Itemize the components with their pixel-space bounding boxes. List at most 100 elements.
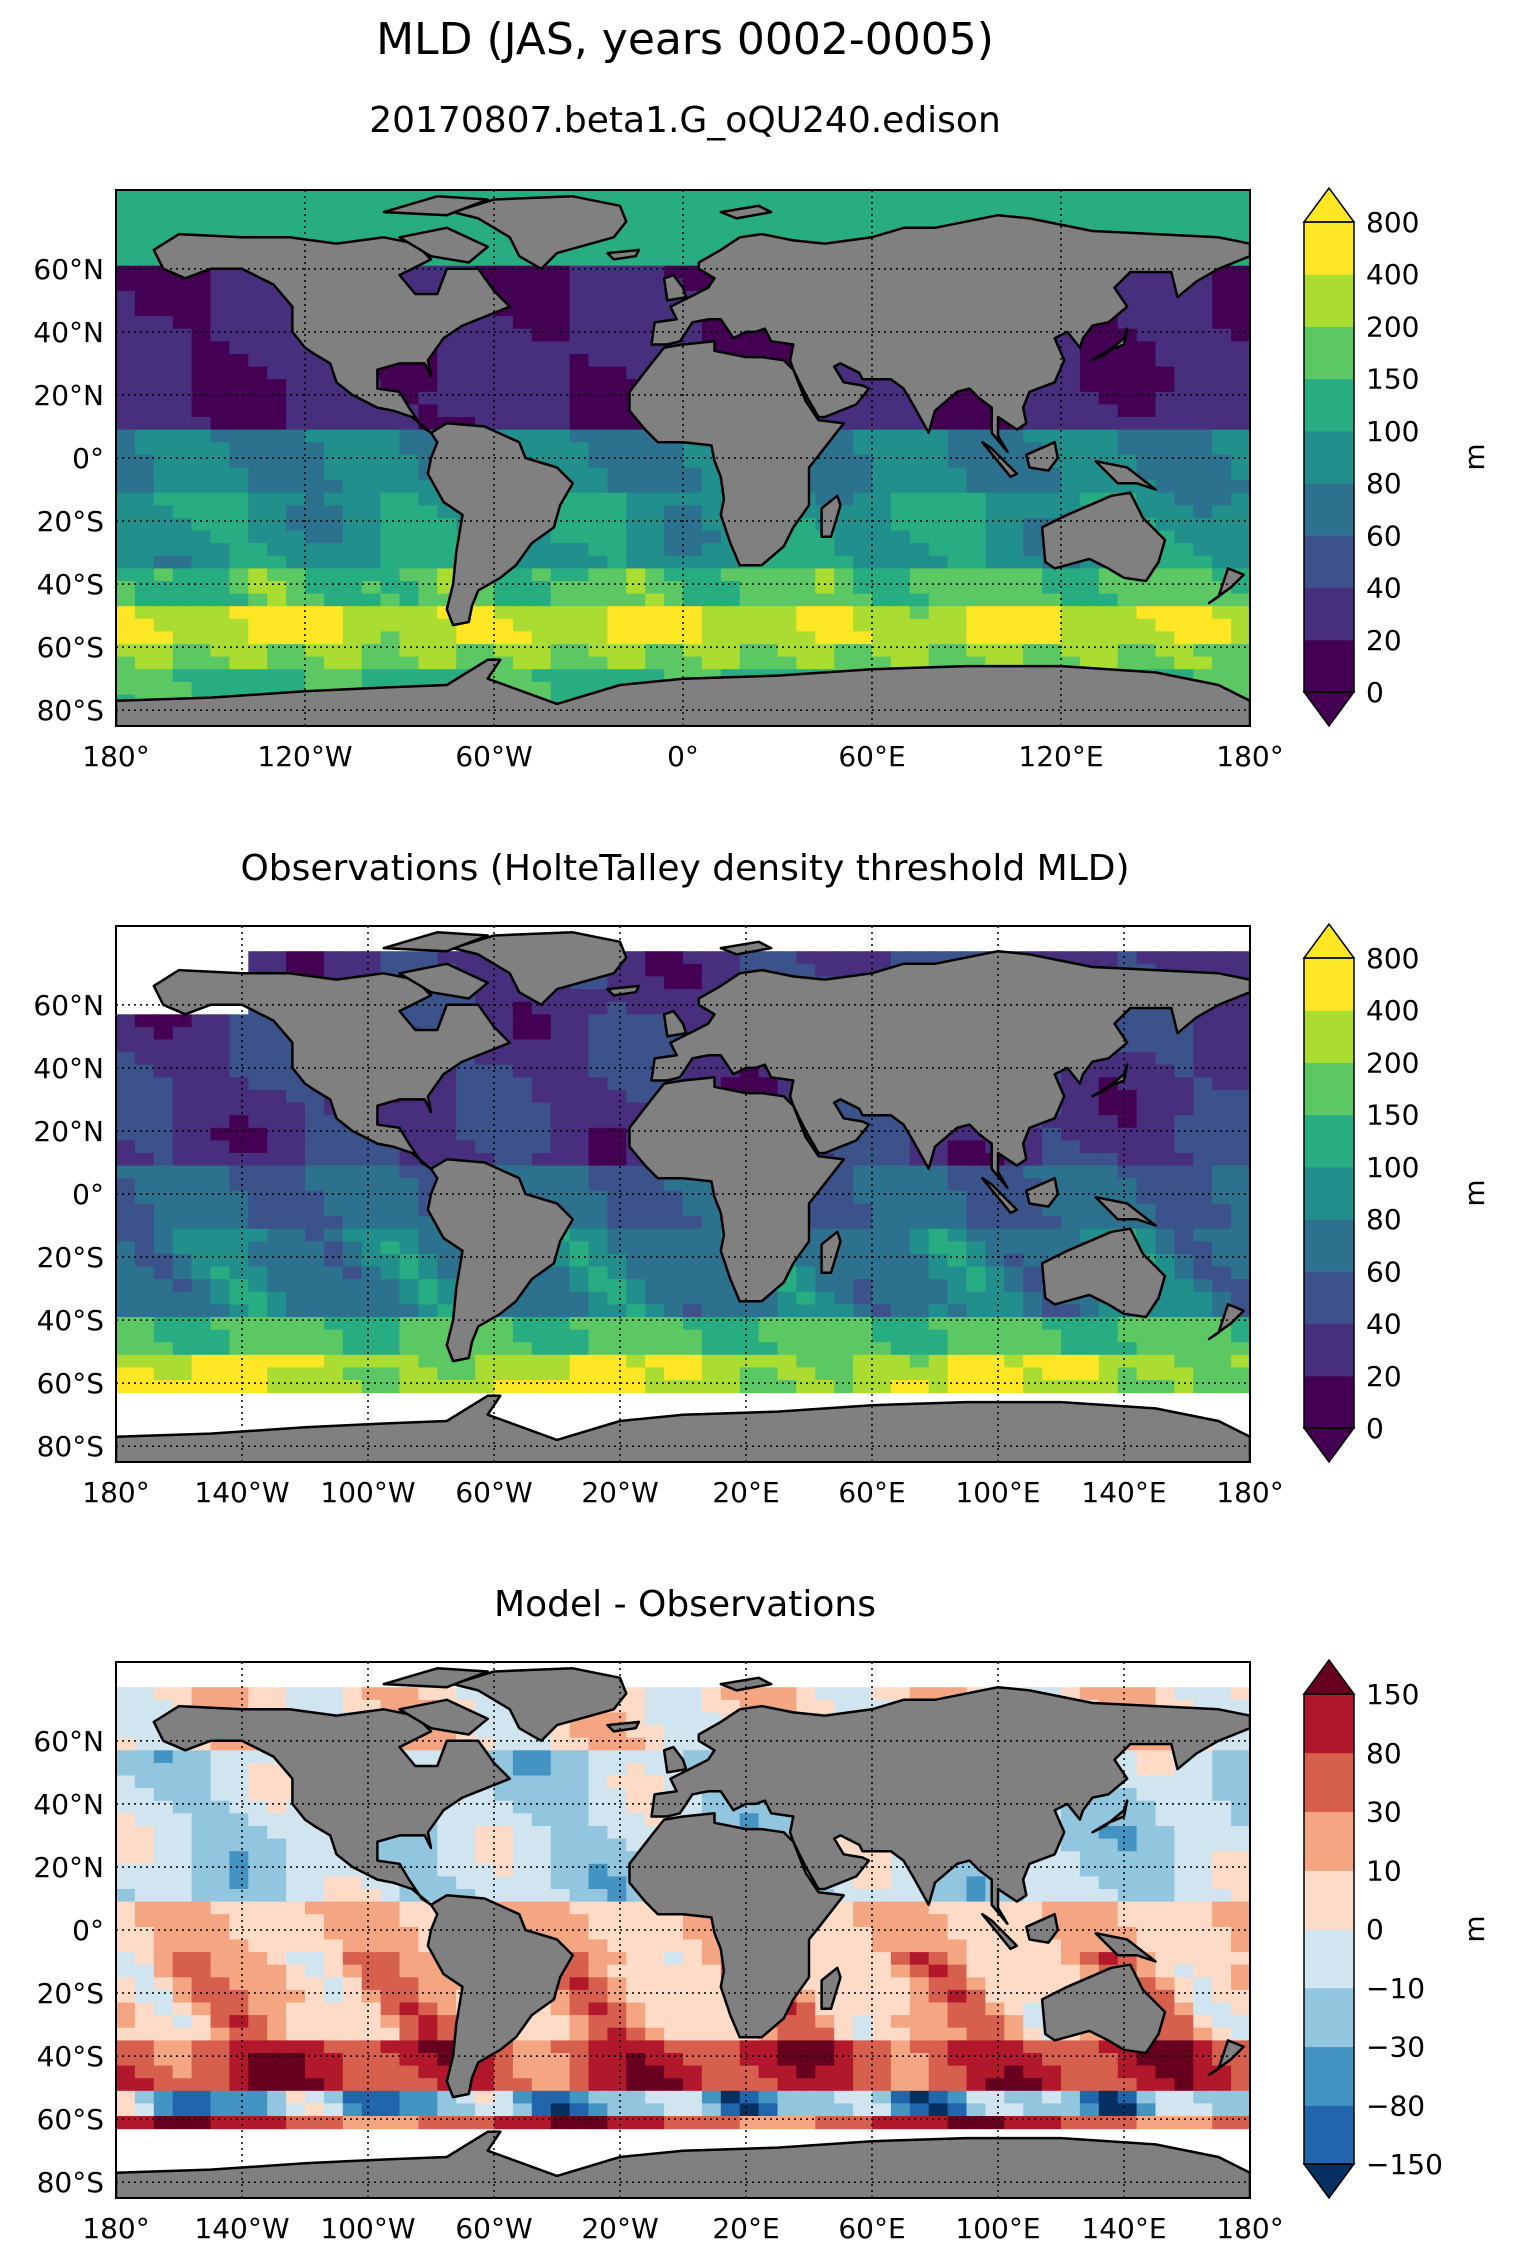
data-cell [153,1329,174,1343]
data-cell [966,454,986,468]
data-cell [1193,644,1213,658]
data-cell [701,555,722,569]
data-cell [550,530,571,544]
data-cell [1174,1203,1194,1217]
data-cell [626,1367,646,1381]
data-cell [494,618,514,632]
data-cell [210,1077,230,1091]
data-cell [928,442,949,456]
data-cell [116,1014,136,1028]
data-cell [626,454,646,468]
data-cell [1193,1266,1213,1280]
data-cell [116,240,136,254]
data-cell [361,1279,382,1293]
data-cell [229,467,249,481]
data-cell [153,1052,174,1066]
data-cell [909,593,930,607]
data-cell [305,1165,325,1179]
data-cell [1098,631,1119,645]
data-cell [512,341,533,355]
data-cell [191,1090,212,1104]
uk-landmass [662,273,688,302]
data-cell [701,656,722,670]
map-panel-observations: 180° 140°W 100°W 60°W 20°W 20°E 60°E 100°E 140°E… [33,922,1491,1509]
data-cell [607,303,627,317]
data-cell [1174,1342,1194,1356]
data-cell [664,253,684,267]
data-cell [361,1165,382,1179]
data-cell [267,1241,287,1255]
data-cell [872,618,892,632]
data-cell [928,1342,949,1356]
data-cell [853,1354,873,1368]
data-cell [588,581,608,595]
data-cell [1061,354,1081,368]
data-cell [418,555,438,569]
data-cell [777,1304,797,1318]
data-cell [966,1279,986,1293]
colorbar-unit-label: m [1458,1179,1491,1206]
data-cell [267,1342,287,1356]
data-cell [664,1317,684,1331]
data-cell [1231,1216,1250,1230]
data-cell [323,190,344,204]
data-cell [664,951,684,965]
data-cell [210,278,230,292]
data-cell [683,1279,703,1293]
data-cell [928,581,949,595]
data-cell [494,593,514,607]
data-cell [1231,391,1250,405]
data-cell [1174,354,1194,368]
data-cell [909,568,930,582]
data-cell [229,1380,249,1394]
data-cell [985,530,1005,544]
data-cell [645,631,665,645]
data-cell [909,1266,930,1280]
data-cell [361,606,382,620]
data-cell [512,1342,533,1356]
data-cell [834,227,854,241]
data-cell [229,417,249,431]
data-cell [418,404,438,418]
data-cell [531,328,552,342]
data-cell [588,1140,608,1154]
data-cell [361,1190,382,1204]
data-cell [645,1279,665,1293]
data-cell [153,593,174,607]
data-cell [1136,454,1157,468]
data-cell [134,354,155,368]
data-cell [1117,1190,1138,1204]
data-cell [607,442,627,456]
data-cell [267,1367,287,1381]
data-cell [361,656,382,670]
data-cell [380,530,401,544]
data-cell [494,581,514,595]
data-cell [361,190,382,204]
data-cell [172,530,193,544]
data-cell [116,492,136,506]
data-cell [512,379,533,393]
data-cell [172,404,193,418]
data-cell [267,593,287,607]
data-cell [494,1329,514,1343]
data-cell [720,963,741,977]
data-cell [607,1253,627,1268]
data-cell [172,391,193,405]
data-cell [588,1367,608,1381]
data-cell [512,290,533,305]
data-cell [947,1253,968,1268]
data-cell [1155,593,1175,607]
data-cell [588,1115,608,1129]
data-cell [701,543,722,557]
data-cell [1193,1165,1213,1179]
data-cell [456,215,476,229]
data-cell [928,644,949,658]
data-cell [947,492,968,506]
data-cell [550,1329,571,1343]
data-cell [134,1014,155,1028]
data-cell [1004,1367,1024,1381]
data-cell [1155,480,1175,494]
data-cell [872,1203,892,1217]
data-cell [418,1127,438,1141]
data-cell [475,1380,495,1394]
